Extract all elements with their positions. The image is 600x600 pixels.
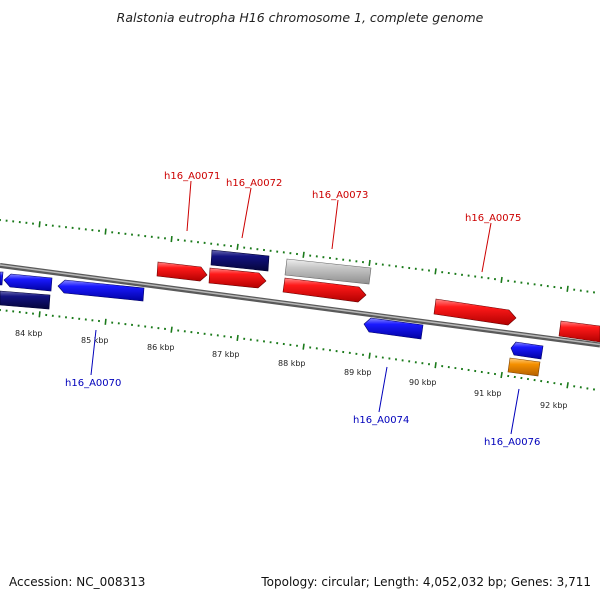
gene-arrow-small[interactable] xyxy=(510,341,544,360)
gene-arrow-h16-a0075[interactable] xyxy=(433,298,517,326)
gene-label-h16-a0075[interactable]: h16_A0075 xyxy=(465,213,521,224)
leader-line-h16-a0070 xyxy=(90,329,97,376)
scale-labels: 84 kbp 85 kbp 86 kbp 87 kbp 88 kbp 89 kb… xyxy=(15,329,568,410)
gene-arrow[interactable] xyxy=(3,273,53,292)
gene-arrow[interactable] xyxy=(558,320,600,343)
tick-label-86: 86 kbp xyxy=(147,343,175,352)
tick-label-92: 92 kbp xyxy=(540,401,568,410)
major-tick xyxy=(302,343,305,350)
major-tick xyxy=(368,352,371,359)
major-tick xyxy=(500,371,503,379)
major-tick xyxy=(236,243,239,250)
gene-leaders xyxy=(90,180,520,435)
tick-label-91: 91 kbp xyxy=(474,389,502,398)
genome-stats-text: Topology: circular; Length: 4,052,032 bp… xyxy=(261,575,591,589)
gene-label-h16-a0071[interactable]: h16_A0071 xyxy=(164,171,220,182)
gene-label-h16-a0076[interactable]: h16_A0076 xyxy=(484,437,540,448)
major-tick xyxy=(38,221,41,228)
tick-label-87: 87 kbp xyxy=(212,350,240,359)
gene-arrow-h16-a0072[interactable] xyxy=(210,249,270,272)
gene-label-h16-a0073[interactable]: h16_A0073 xyxy=(312,190,368,201)
tick-label-89: 89 kbp xyxy=(344,368,372,377)
gene-features xyxy=(0,249,600,377)
major-tick xyxy=(104,318,107,325)
gene-arrow-h16-a0073[interactable] xyxy=(284,258,372,285)
gene-arrow[interactable] xyxy=(0,271,4,286)
gene-arrow-h16-a0074[interactable] xyxy=(363,317,424,340)
gene-label-h16-a0072[interactable]: h16_A0072 xyxy=(226,178,282,189)
leader-line-h16-a0074 xyxy=(378,366,388,413)
major-tick xyxy=(566,382,569,389)
major-tick xyxy=(302,251,305,258)
gene-arrow[interactable] xyxy=(0,290,51,310)
tick-label-88: 88 kbp xyxy=(278,359,306,368)
gene-label-h16-a0070[interactable]: h16_A0070 xyxy=(65,378,121,389)
tick-label-90: 90 kbp xyxy=(409,378,437,387)
major-tick xyxy=(566,285,569,292)
gene-arrow[interactable] xyxy=(282,277,367,303)
major-tick xyxy=(38,311,41,318)
leader-line-h16-a0076 xyxy=(510,388,520,435)
inner-tick-ring xyxy=(0,308,596,391)
gene-labels: h16_A0070 h16_A0071 h16_A0072 h16_A0073 … xyxy=(65,171,540,448)
backbone-line-highlight xyxy=(0,264,600,346)
tick-label-84: 84 kbp xyxy=(15,329,43,338)
gene-arrow-h16-a0071[interactable] xyxy=(156,261,208,282)
gene-arrow[interactable] xyxy=(208,267,267,289)
leader-line-h16-a0072 xyxy=(241,187,252,239)
accession-text: Accession: NC_008313 xyxy=(9,575,146,589)
leader-line-h16-a0075 xyxy=(481,222,492,273)
major-tick xyxy=(434,268,437,275)
major-tick xyxy=(434,362,437,369)
gene-label-h16-a0074[interactable]: h16_A0074 xyxy=(353,415,409,426)
tick-marks xyxy=(0,218,596,391)
leader-line-h16-a0071 xyxy=(186,180,192,232)
gene-arrow-h16-a0076[interactable] xyxy=(507,357,541,377)
major-tick xyxy=(500,276,503,284)
outer-tick-ring xyxy=(0,218,595,294)
major-tick xyxy=(368,259,371,267)
gene-arrow-h16-a0070[interactable] xyxy=(57,279,145,302)
leader-line-h16-a0073 xyxy=(331,199,339,250)
major-tick xyxy=(104,228,107,235)
major-tick xyxy=(170,326,173,333)
backbone xyxy=(0,263,600,348)
major-tick xyxy=(236,334,239,342)
major-tick xyxy=(170,236,173,243)
map-title: Ralstonia eutropha H16 chromosome 1, com… xyxy=(116,10,484,25)
